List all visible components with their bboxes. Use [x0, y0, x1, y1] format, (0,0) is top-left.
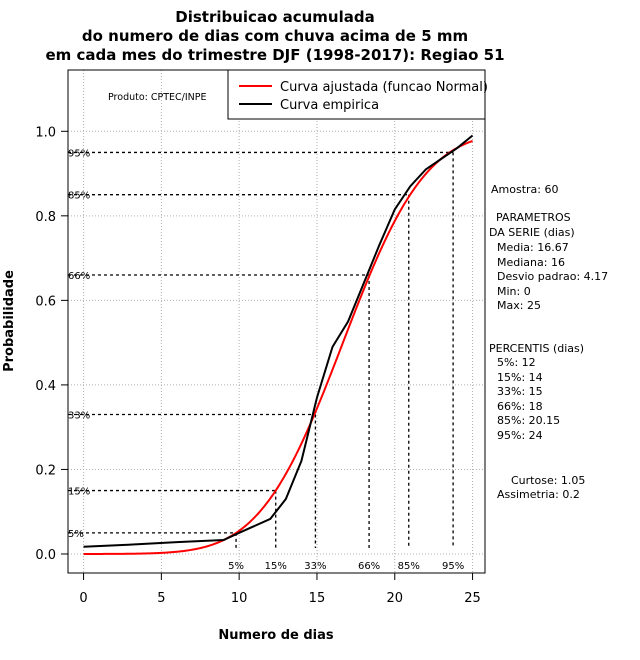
y-tick-label-3: 0.6: [35, 294, 56, 309]
percentile-bottom-label-0: 5%: [228, 561, 244, 572]
empirical-curve: [83, 134, 474, 548]
percentile-bottom-label-1: 15%: [265, 561, 287, 572]
percentile-bottom-label-2: 33%: [304, 561, 326, 572]
percentile-bottom-label-4: 85%: [398, 561, 420, 572]
fitted-normal-curve: [83, 140, 473, 555]
x-tick-label-0: 0: [79, 591, 87, 606]
percentile-bottom-label-3: 66%: [358, 561, 380, 572]
percentil-5: 5%: 12: [497, 356, 536, 369]
chart-title-line-1: Distribuicao acumulada: [175, 8, 374, 26]
percentile-left-label-1: 15%: [68, 487, 90, 498]
grid: [68, 70, 485, 573]
plot-frame: [67, 69, 486, 574]
chart-title-line-3: em cada mes do trimestre DJF (1998-2017)…: [45, 46, 504, 64]
legend: Curva ajustada (funcao Normal) Curva emp…: [227, 69, 488, 120]
legend-label-fitted: Curva ajustada (funcao Normal): [280, 80, 488, 95]
y-tick-label-0: 0.0: [35, 548, 56, 563]
y-tick-label-4: 0.8: [35, 210, 56, 225]
x-axis-label: Numero de dias: [218, 628, 334, 643]
legend-box: [227, 69, 486, 120]
x-tick-label-5: 25: [464, 591, 481, 606]
sample-size: Amostra: 60: [491, 183, 558, 196]
series-lines: [83, 134, 474, 555]
percentil-33: 33%: 15: [497, 385, 543, 398]
x-tick-label-3: 15: [309, 591, 326, 606]
statistics-panel: Amostra: 60 PARAMETROS DA SERIE (dias) M…: [489, 183, 608, 501]
percentile-bottom-label-5: 95%: [442, 561, 464, 572]
percentil-95: 95%: 24: [497, 429, 543, 442]
param-min: Min: 0: [497, 285, 531, 298]
param-stddev: Desvio padrao: 4.17: [497, 270, 608, 283]
percentile-left-label-2: 33%: [68, 410, 90, 421]
y-tick-label-2: 0.4: [35, 379, 56, 394]
product-label: Produto: CPTEC/INPE: [108, 92, 207, 103]
percentile-left-label-5: 95%: [68, 148, 90, 159]
chart-title-line-2: do numero de dias com chuva acima de 5 m…: [82, 27, 468, 45]
legend-label-empirical: Curva empirica: [280, 98, 379, 113]
y-axis-label: Probabilidade: [2, 270, 17, 372]
percentile-left-label-3: 66%: [68, 271, 90, 282]
params-heading-1: PARAMETROS: [496, 211, 571, 224]
x-axis: 0 5 10 15 20 25: [79, 572, 481, 606]
percentil-66: 66%: 18: [497, 400, 543, 413]
y-tick-label-1: 0.2: [35, 463, 56, 478]
percentil-15: 15%: 14: [497, 371, 543, 384]
param-median: Mediana: 16: [497, 256, 565, 269]
kurtosis: Curtose: 1.05: [511, 474, 585, 487]
percentil-85: 85%: 20.15: [497, 414, 560, 427]
param-mean: Media: 16.67: [497, 241, 569, 254]
percentis-heading: PERCENTIS (dias): [489, 342, 584, 355]
params-heading-2: DA SERIE (dias): [489, 226, 575, 239]
x-tick-label-2: 10: [231, 591, 248, 606]
percentile-left-label-0: 5%: [68, 529, 84, 540]
y-tick-label-5: 1.0: [35, 125, 56, 140]
percentile-guides: 5% 5% 15% 15% 33% 33% 66% 66% 85% 85% 95% 95%: [68, 148, 464, 572]
percentile-left-label-4: 85%: [68, 191, 90, 202]
skewness: Assimetria: 0.2: [497, 488, 580, 501]
x-tick-label-4: 20: [386, 591, 403, 606]
x-tick-label-1: 5: [157, 591, 165, 606]
param-max: Max: 25: [497, 299, 541, 312]
y-axis: 0.0 0.2 0.4 0.6 0.8 1.0: [35, 125, 69, 563]
